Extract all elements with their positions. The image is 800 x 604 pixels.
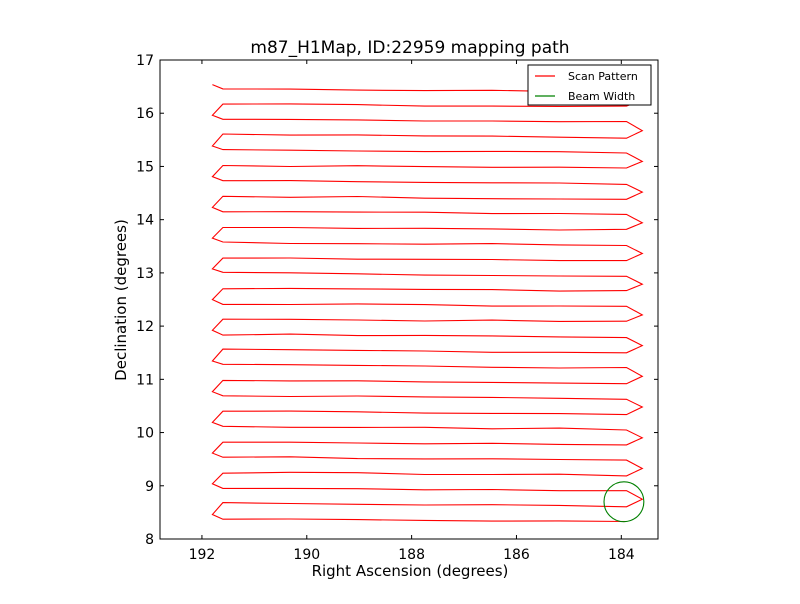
x-tick-label: 188 [398, 547, 425, 563]
x-tick-label: 192 [189, 547, 216, 563]
y-tick-label: 10 [136, 426, 154, 442]
y-tick-label: 9 [145, 479, 154, 495]
legend-label-beam-width: Beam Width [568, 90, 635, 103]
plot-frame [159, 59, 659, 540]
x-axis-label: Right Ascension (degrees) [312, 562, 509, 580]
beam-width-circle [603, 481, 645, 523]
y-axis-label: Declination (degrees) [112, 219, 130, 381]
y-tick-label: 13 [136, 266, 154, 282]
x-tick-label: 184 [608, 547, 635, 563]
y-tick-label: 17 [136, 53, 154, 69]
y-tick-label: 14 [136, 213, 154, 229]
plot-area [211, 84, 645, 523]
chart-title: m87_H1Map, ID:22959 mapping path [250, 38, 569, 58]
y-tick-label: 16 [136, 106, 154, 122]
x-tick-label: 186 [503, 547, 530, 563]
y-tick-label: 12 [136, 319, 154, 335]
scan-pattern-series [211, 84, 644, 523]
y-tick-label: 15 [136, 159, 154, 175]
legend-box [527, 64, 652, 106]
chart-legend: Scan Pattern Beam Width [527, 64, 652, 106]
x-axis: 192 190 188 186 184 [189, 60, 635, 563]
x-tick-label: 190 [293, 547, 320, 563]
y-tick-label: 8 [145, 532, 154, 548]
legend-label-scan-pattern: Scan Pattern [568, 70, 638, 83]
y-tick-label: 11 [136, 372, 154, 388]
y-axis: 8 9 10 11 12 13 14 15 16 17 [136, 53, 658, 548]
